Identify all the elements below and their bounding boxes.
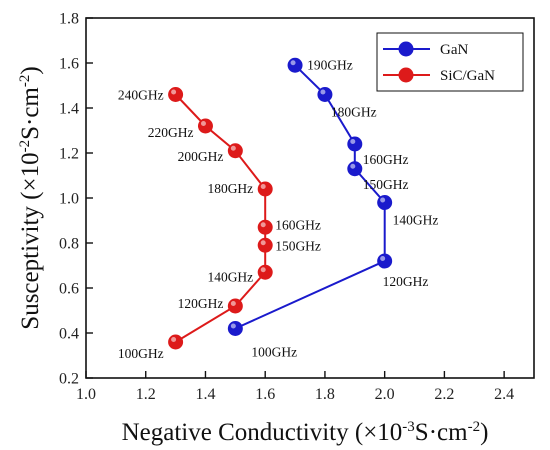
data-point bbox=[257, 181, 273, 197]
data-label: 100GHz bbox=[251, 345, 297, 360]
data-point bbox=[257, 237, 273, 253]
data-point bbox=[257, 264, 273, 280]
legend-box bbox=[376, 32, 524, 92]
data-point-highlight bbox=[200, 121, 206, 126]
data-label: 160GHz bbox=[363, 152, 409, 167]
point-labels: 100GHz 120GHz 140GHz 150GHz 160GHz 180GHz 190G… bbox=[118, 57, 439, 361]
data-point bbox=[168, 87, 184, 102]
data-label: 120GHz bbox=[383, 274, 429, 289]
legend: GaN SiC/GaN bbox=[376, 32, 524, 92]
x-tick-label: 1.8 bbox=[315, 386, 335, 403]
legend-marker-sicgan bbox=[398, 67, 414, 83]
data-label: 220GHz bbox=[148, 125, 194, 140]
y-tick-label: 0.8 bbox=[59, 236, 79, 253]
data-label: 240GHz bbox=[118, 88, 164, 103]
x-axis-ticks: 1.0 1.2 1.4 1.6 1.8 2.0 2.2 2.4 bbox=[76, 371, 514, 403]
data-point-highlight bbox=[350, 139, 356, 144]
data-label: 150GHz bbox=[275, 238, 321, 253]
data-label: 200GHz bbox=[178, 149, 224, 164]
data-point-highlight bbox=[230, 323, 236, 329]
data-point-highlight bbox=[230, 145, 236, 151]
data-point bbox=[227, 321, 243, 336]
data-point-highlight bbox=[380, 256, 386, 261]
data-point-highlight bbox=[290, 60, 296, 66]
data-label: 100GHz bbox=[118, 346, 164, 361]
data-point bbox=[168, 334, 184, 350]
y-tick-label: 0.4 bbox=[59, 326, 79, 343]
x-tick-label: 1.2 bbox=[136, 386, 156, 403]
data-point-highlight bbox=[171, 337, 177, 342]
x-tick-label: 2.2 bbox=[434, 386, 454, 403]
x-tick-label: 1.6 bbox=[255, 386, 275, 403]
x-tick-label: 2.4 bbox=[494, 386, 514, 403]
x-axis-title: Negative Conductivity (×10-3S·cm-2) bbox=[122, 419, 489, 446]
legend-label-gan: GaN bbox=[440, 42, 468, 58]
data-label: 150GHz bbox=[363, 177, 409, 192]
data-label: 140GHz bbox=[207, 269, 253, 284]
y-tick-label: 1.8 bbox=[59, 11, 79, 28]
y-tick-label: 0.6 bbox=[59, 281, 79, 298]
y-tick-label: 1.6 bbox=[59, 56, 79, 73]
data-point bbox=[377, 253, 393, 269]
data-point bbox=[317, 87, 333, 102]
data-label: 180GHz bbox=[207, 181, 253, 196]
legend-marker-gan bbox=[398, 41, 414, 57]
data-point-highlight bbox=[380, 197, 386, 203]
x-tick-label: 1.4 bbox=[195, 386, 215, 403]
legend-label-sicgan: SiC/GaN bbox=[440, 68, 495, 84]
data-label: 190GHz bbox=[307, 57, 353, 72]
y-tick-label: 1.0 bbox=[59, 191, 79, 208]
series-points bbox=[168, 57, 393, 350]
data-point-highlight bbox=[171, 89, 177, 95]
data-point bbox=[347, 136, 363, 152]
data-label: 180GHz bbox=[331, 105, 377, 120]
data-point bbox=[197, 118, 213, 134]
data-point bbox=[227, 298, 243, 314]
data-point bbox=[287, 57, 303, 73]
plot-area: 0.2 0.4 0.6 0.8 1.0 1.2 1.4 1.6 1.8 1.0 1.2 1.4 1.6… bbox=[59, 11, 535, 403]
y-axis-ticks: 0.2 0.4 0.6 0.8 1.0 1.2 1.4 1.6 1.8 bbox=[59, 11, 93, 388]
data-point-highlight bbox=[320, 89, 326, 95]
data-point-highlight bbox=[260, 222, 266, 228]
data-point bbox=[347, 161, 363, 177]
data-point-highlight bbox=[350, 163, 356, 169]
y-tick-label: 1.2 bbox=[59, 146, 79, 163]
data-point-highlight bbox=[260, 267, 266, 273]
y-tick-label: 1.4 bbox=[59, 101, 79, 118]
x-tick-label: 2.0 bbox=[375, 386, 395, 403]
data-point-highlight bbox=[260, 184, 266, 189]
data-point bbox=[377, 195, 393, 210]
x-tick-label: 1.0 bbox=[76, 386, 96, 403]
y-tick-label: 0.2 bbox=[59, 371, 79, 388]
data-point-highlight bbox=[230, 301, 236, 306]
data-point bbox=[227, 143, 243, 159]
data-label: 160GHz bbox=[275, 217, 321, 232]
data-label: 120GHz bbox=[178, 296, 224, 311]
y-axis-title: Susceptivity (×10-2S·cm-2) bbox=[17, 66, 44, 329]
data-label: 140GHz bbox=[393, 213, 439, 228]
data-point bbox=[257, 219, 273, 235]
data-point-highlight bbox=[260, 240, 266, 246]
